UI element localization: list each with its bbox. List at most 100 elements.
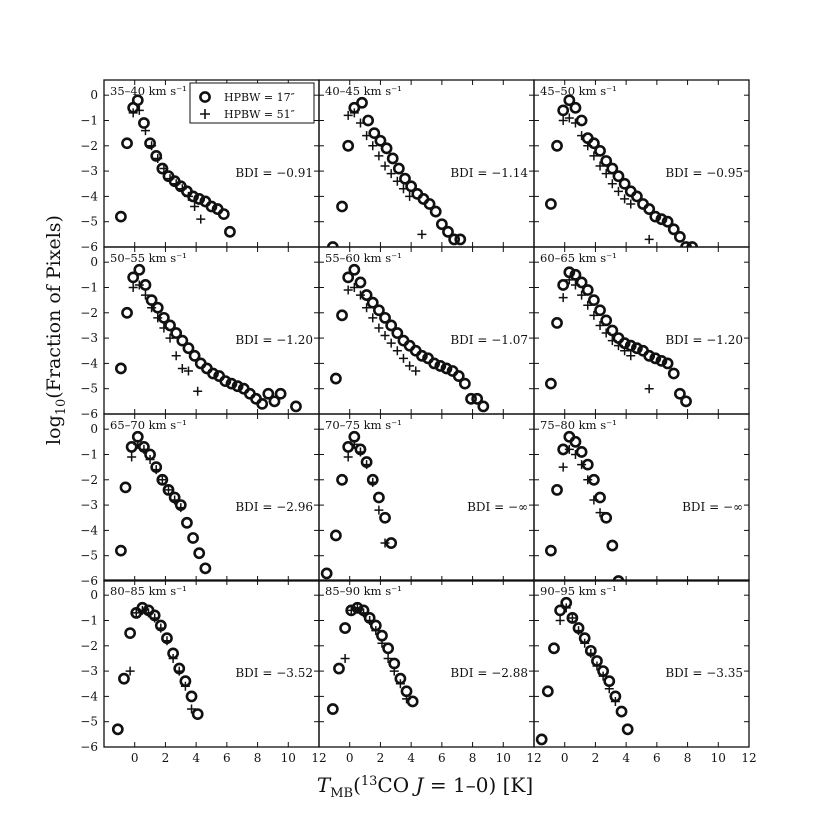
y-tick-label: −2 [80,639,98,653]
circle-marker [551,317,563,329]
y-tick-label: −6 [80,574,98,588]
plus-marker [362,303,372,313]
circle-marker [544,198,557,210]
plus-marker [128,108,138,118]
plus-marker [601,169,611,179]
plus-marker [589,310,599,320]
bdi-label: BDI = −0.91 [235,166,313,180]
plus-marker [190,202,200,212]
circle-marker [649,352,662,365]
panel-title: 40–45 km s⁻¹ [325,84,402,98]
plus-marker [134,280,144,290]
circle-marker [231,380,244,393]
y-tick-label: −2 [80,473,98,487]
plus-marker [380,161,390,171]
plus-marker [183,366,193,376]
y-tick-label: −1 [80,113,98,127]
circle-marker [121,306,133,319]
panel-65-70: 0 −1 −2 −3 −4 −5 −6 65–70 km s⁻¹ BDI = −2.96 [80,413,320,588]
x-axis-label: TMB(13CO J = 1–0) [K] [317,773,533,801]
plus-marker [613,341,623,351]
circle-marker [119,481,132,494]
panel-title: 85–90 km s⁻¹ [325,584,402,598]
circle-marker [661,215,674,228]
circle-marker [551,484,563,496]
circle-marker [569,435,582,448]
plus-marker [343,285,353,295]
plus-marker [586,648,596,658]
circle-marker [471,392,484,405]
panel-40-45: 40–45 km s⁻¹ BDI = −1.14 [318,79,535,248]
y-tick-label: −6 [80,240,98,254]
plus-marker [383,653,393,663]
circle-marker [320,567,333,580]
circle-marker [114,544,127,557]
panel-75-80: 75–80 km s⁻¹ BDI = −∞ [533,413,750,582]
y-tick-label: −2 [80,139,98,153]
circle-marker [655,354,668,367]
plus-marker [349,108,359,118]
x-tick-label: 0 [561,751,569,765]
circle-marker [124,627,137,640]
plus-marker [386,338,396,348]
plus-marker [644,234,654,244]
plus-marker [140,126,150,136]
panel-80-85: 0 −1 −2 −3 −4 −5 −6 0 2 4 6 8 10 12 80–85 km s⁻¹ BDI = … [80,579,327,765]
y-tick-label: −3 [80,331,98,345]
circle-marker [382,642,395,655]
circle-marker [544,377,557,390]
plus-marker [176,503,186,513]
y-tick-label: −1 [80,613,98,627]
plus-marker [147,141,157,151]
panel-data [544,266,692,408]
circle-marker [612,575,625,581]
circle-marker [429,205,442,218]
plus-marker [131,608,141,618]
plus-marker [620,194,630,204]
circle-marker [351,601,364,614]
bdi-label: BDI = −1.07 [450,333,528,347]
plus-marker [610,696,620,706]
x-tick-label: 8 [469,751,477,765]
circle-marker [385,319,398,332]
panel-title: 50–55 km s⁻¹ [110,251,187,265]
plus-marker [374,151,384,161]
plus-marker [128,282,138,292]
plus-marker [570,280,580,290]
circle-marker [225,377,238,390]
plus-marker [598,671,608,681]
circle-marker [342,440,355,453]
plus-marker [144,608,154,618]
plus-marker [125,666,135,676]
circle-marker [274,387,287,400]
plus-marker [580,638,590,648]
plus-marker [398,353,408,363]
circle-marker [535,733,548,746]
plus-marker [171,351,181,361]
y-tick-label: −6 [80,407,98,421]
circle-marker [600,511,613,524]
circle-marker [380,142,393,155]
circle-marker [182,342,195,355]
plus-marker [164,485,173,495]
panel-frame [533,246,750,415]
plus-marker [165,333,175,343]
circle-marker [379,511,391,524]
circle-marker [170,327,183,339]
circle-marker [127,271,140,284]
circle-marker [114,210,127,223]
plus-marker [343,110,353,120]
plus-marker [595,508,605,518]
plus-marker [156,623,166,633]
plus-marker [151,465,161,475]
circle-marker [256,397,269,410]
circle-marker [428,357,441,370]
circle-marker [399,172,411,185]
circle-marker [372,491,385,504]
legend: HPBW = 17″ HPBW = 51″ [189,82,315,124]
x-tick-label: 10 [496,751,511,765]
circle-marker [415,349,428,362]
y-tick-label: −2 [80,306,98,320]
x-tick-label: 12 [526,751,541,765]
y-tick-label: −4 [80,523,98,537]
